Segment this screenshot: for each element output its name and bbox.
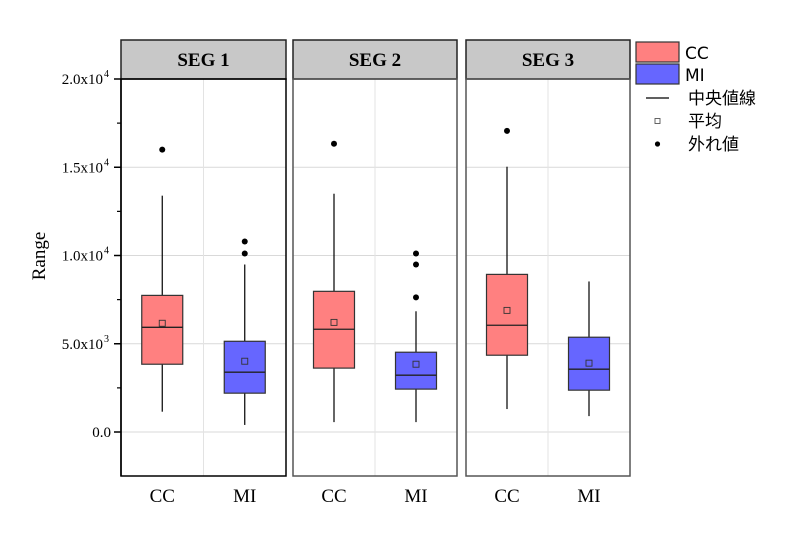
y-tick-label: 1.5x10	[62, 160, 103, 176]
panel-1: SEG 1 CC MI	[120, 39, 287, 507]
box-mi	[567, 281, 611, 417]
outlier-point	[413, 250, 419, 257]
legend-swatch	[635, 41, 680, 63]
mean-marker	[330, 318, 338, 326]
legend-mean-icon	[654, 118, 661, 124]
iqr-box	[485, 273, 529, 356]
iqr-box	[141, 294, 184, 365]
y-axis: 0.05.0x10 31.0x10 41.5x10 42.0x10 4	[62, 69, 122, 476]
y-tick-label: 0.0	[92, 425, 111, 441]
legend-outlier-icon	[654, 141, 661, 147]
x-category-label: MI	[404, 486, 427, 507]
legend-label: CC	[685, 44, 709, 64]
panel-3: SEG 3 CC MI	[465, 39, 631, 507]
iqr-box	[223, 340, 266, 394]
y-tick-exponent: 3	[104, 334, 109, 345]
legend-item: 外れ値	[654, 135, 739, 155]
box-cc	[141, 146, 184, 412]
legend-item: 平均	[654, 112, 722, 132]
mean-marker	[241, 357, 249, 365]
legend-item: MI	[635, 63, 705, 86]
mean-marker	[158, 319, 166, 327]
outlier-point	[413, 261, 419, 268]
outlier-point	[504, 127, 510, 134]
y-tick-label: 2.0x10	[62, 72, 103, 88]
outlier-point	[331, 140, 337, 147]
x-category-label: MI	[233, 486, 256, 507]
mean-marker	[503, 306, 511, 314]
outlier-point	[413, 294, 419, 301]
y-tick-exponent: 4	[104, 246, 109, 257]
box-cc	[312, 140, 356, 423]
grid-layer	[121, 78, 630, 476]
y-tick-label: 1.0x10	[62, 249, 103, 265]
iqr-box	[394, 351, 438, 390]
x-category-label: MI	[577, 486, 600, 507]
panel-strip-title: SEG 2	[349, 50, 401, 71]
iqr-box	[567, 336, 611, 391]
legend-item: CC	[635, 41, 709, 64]
legend-label: 外れ値	[688, 135, 739, 155]
panel-frame	[292, 78, 458, 477]
panel-2: SEG 2 CC MI	[292, 39, 458, 507]
panel-strip	[292, 39, 458, 80]
panel-strip	[465, 39, 631, 80]
mean-marker	[585, 359, 593, 367]
legend-swatch	[635, 63, 680, 85]
mean-marker	[412, 360, 420, 368]
legend-label: 平均	[688, 112, 722, 132]
box-mi	[223, 238, 266, 425]
legend-label: MI	[685, 66, 705, 86]
outlier-point	[241, 250, 248, 257]
panels-layer: SEG 1 CC MI SEG 2 CC MI SEG 3 CC MI	[120, 39, 631, 507]
y-tick-exponent: 4	[104, 157, 109, 168]
panel-strip-title: SEG 1	[177, 50, 229, 71]
y-axis-label: Range	[29, 232, 50, 281]
panel-strip-title: SEG 3	[522, 50, 574, 71]
box-cc	[485, 127, 529, 410]
legend-item: 中央値線	[646, 89, 756, 109]
panel-frame	[465, 78, 631, 477]
y-tick-exponent: 4	[104, 69, 109, 80]
box-mi	[394, 250, 438, 423]
x-category-label: CC	[321, 486, 346, 507]
y-tick-label: 5.0x10	[62, 337, 103, 353]
x-category-label: CC	[494, 486, 519, 507]
legend-label: 中央値線	[688, 89, 756, 109]
outlier-point	[241, 238, 248, 245]
panel-strip	[120, 39, 287, 80]
x-category-label: CC	[150, 486, 175, 507]
outlier-point	[159, 146, 166, 153]
